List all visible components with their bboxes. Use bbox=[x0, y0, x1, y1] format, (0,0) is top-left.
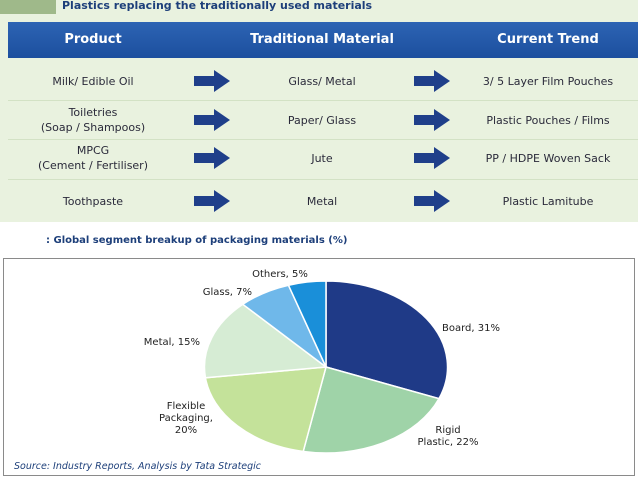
table-row: Toothpaste Metal Plastic Lamitube bbox=[8, 182, 638, 220]
pie-slice-0 bbox=[325, 280, 449, 400]
right-arrow-icon bbox=[414, 109, 450, 131]
right-arrow-icon bbox=[414, 70, 450, 92]
right-arrow-icon bbox=[194, 70, 230, 92]
pie-slice-2 bbox=[204, 366, 328, 453]
right-arrow-icon bbox=[414, 147, 450, 169]
table-row: Milk/ Edible Oil Glass/ Metal 3/ 5 Layer… bbox=[8, 62, 638, 100]
chart-caption: : Global segment breakup of packaging ma… bbox=[46, 235, 348, 246]
pie-slice-1 bbox=[302, 366, 441, 454]
pie-label-2: Flexible Packaging, 20% bbox=[159, 401, 213, 436]
pie-slice-3 bbox=[203, 303, 329, 379]
row-divider bbox=[8, 100, 638, 101]
product-line: (Soap / Shampoos) bbox=[40, 121, 146, 134]
current-trend-cell: Plastic Pouches / Films bbox=[486, 113, 610, 127]
product-line: Milk/ Edible Oil bbox=[52, 74, 134, 88]
table-row: Toiletries (Soap / Shampoos) Paper/ Glass… bbox=[8, 101, 638, 139]
pie-label-1: Rigid Plastic, 22% bbox=[418, 425, 479, 448]
product-line: MPCG bbox=[76, 144, 110, 157]
current-trend-cell: Plastic Lamitube bbox=[502, 194, 594, 208]
pie-chart-frame: Board, 31% Rigid Plastic, 22% Flexible Packa… bbox=[3, 258, 635, 476]
column-header-traditional-material: Traditional Material bbox=[250, 32, 394, 47]
traditional-material-cell: Paper/ Glass bbox=[287, 113, 357, 127]
pie-label-0: Board, 31% bbox=[442, 323, 500, 334]
pie-label-3: Metal, 15% bbox=[144, 337, 200, 348]
product-line: Toiletries bbox=[68, 106, 118, 119]
table-row: MPCG (Cement / Fertiliser) Jute PP / HDPE… bbox=[8, 139, 638, 177]
product-cell: MPCG (Cement / Fertiliser) bbox=[8, 139, 178, 177]
right-arrow-icon bbox=[194, 109, 230, 131]
column-header-product: Product bbox=[64, 32, 122, 47]
product-cell: Toothpaste bbox=[8, 182, 178, 220]
traditional-material-cell: Jute bbox=[311, 151, 333, 165]
table-header: Product Traditional Material Current Tre… bbox=[8, 22, 638, 58]
pie-label-4: Glass, 7% bbox=[203, 287, 252, 298]
right-arrow-icon bbox=[194, 190, 230, 212]
pie-chart: Board, 31% Rigid Plastic, 22% Flexible Packa… bbox=[144, 269, 500, 454]
pie-slice-5 bbox=[287, 280, 327, 368]
traditional-material-cell: Glass/ Metal bbox=[288, 74, 356, 88]
traditional-material-cell: Metal bbox=[306, 194, 338, 208]
column-header-current-trend: Current Trend bbox=[497, 32, 599, 47]
product-cell: Toiletries (Soap / Shampoos) bbox=[8, 101, 178, 139]
row-divider bbox=[8, 179, 638, 180]
corner-tab bbox=[0, 0, 56, 14]
current-trend-cell: PP / HDPE Woven Sack bbox=[485, 151, 611, 165]
product-line: Toothpaste bbox=[62, 194, 124, 208]
product-cell: Milk/ Edible Oil bbox=[8, 62, 178, 100]
pie-label-5: Others, 5% bbox=[252, 269, 308, 280]
chart-source: Source: Industry Reports, Analysis by Ta… bbox=[14, 461, 262, 472]
right-arrow-icon bbox=[194, 147, 230, 169]
product-line: (Cement / Fertiliser) bbox=[37, 159, 149, 172]
current-trend-cell: 3/ 5 Layer Film Pouches bbox=[482, 74, 614, 88]
row-divider bbox=[8, 139, 638, 140]
right-arrow-icon bbox=[414, 190, 450, 212]
panel-title: Plastics replacing the traditionally use… bbox=[62, 0, 373, 12]
